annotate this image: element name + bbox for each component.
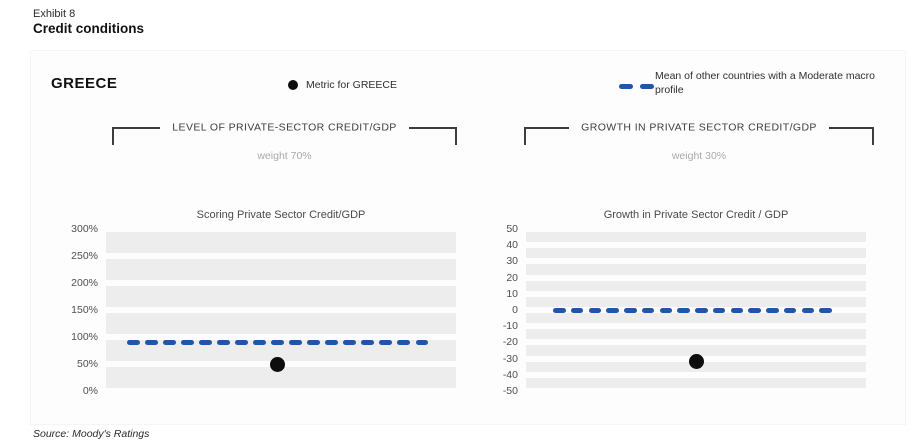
section-weight-level: weight 70% (257, 150, 312, 162)
y-axis-tick-label: 200% (71, 277, 98, 289)
mean-dashed-line-icon (619, 84, 654, 89)
source-note: Source: Moody's Ratings (33, 428, 150, 440)
exhibit-title: Credit conditions (33, 21, 144, 36)
chart-plot-level: 300% 250% 200% 150% 100% 50% 0% (71, 223, 456, 397)
grid-band (526, 313, 866, 324)
mean-dashed-line (553, 307, 832, 313)
grid-band (526, 232, 866, 243)
bracket-end-left (112, 127, 114, 145)
y-axis-tick-label: 0 (512, 304, 518, 316)
grid-band (106, 259, 456, 280)
grid-band (526, 377, 866, 388)
y-axis-tick-label: -10 (502, 320, 518, 333)
y-axis-tick-label: 250% (71, 250, 98, 262)
y-axis-tick-label: -20 (502, 336, 518, 349)
section-bracket-level: LEVEL OF PRIVATE-SECTOR CREDIT/GDP (112, 122, 458, 145)
y-axis-tick-label: 10 (506, 287, 518, 300)
grid-band (526, 329, 866, 340)
section-header-level: LEVEL OF PRIVATE-SECTOR CREDIT/GDP (172, 121, 397, 134)
legend-mean-label: Mean of other countries with a Moderate … (655, 70, 876, 96)
grid-band (526, 296, 866, 307)
bracket-end-right (872, 127, 874, 145)
y-axis-tick-label: -40 (502, 368, 518, 381)
grid-band (526, 345, 866, 356)
mean-dashed-line (127, 339, 428, 345)
greece-metric-dot (270, 356, 285, 372)
greece-metric-dot (688, 354, 704, 370)
y-axis-tick-label: 20 (506, 271, 518, 284)
chart-panel: GREECE Metric for GREECE Mean of other c… (30, 50, 906, 425)
bracket-line (114, 127, 161, 129)
country-label: GREECE (51, 75, 118, 92)
section-bracket-growth: GROWTH IN PRIVATE SECTOR CREDIT/GDP (524, 122, 874, 145)
y-axis-tick-label: 40 (506, 239, 518, 252)
y-axis-tick-label: -30 (502, 352, 518, 365)
bracket-end-right (455, 127, 458, 145)
grid-band (526, 248, 866, 259)
y-axis-tick-label: 0% (82, 385, 98, 397)
grid-band (106, 286, 456, 307)
chart-plot-growth: 50 40 30 20 10 0 -10 -20 -30 -40 -50 (503, 223, 866, 397)
legend-metric-label: Metric for GREECE (306, 79, 398, 91)
grid-band (106, 232, 456, 253)
legend-metric: Metric for GREECE (288, 79, 397, 91)
grid-band (106, 340, 456, 361)
metric-dot-icon (288, 80, 298, 90)
bracket-line (526, 127, 570, 129)
y-axis-tick-label: 50% (76, 358, 98, 370)
bracket-line (408, 127, 456, 129)
grid-band (106, 313, 456, 334)
chart-title-growth: Growth in Private Sector Credit / GDP (603, 209, 789, 221)
y-axis-tick-label: 30 (506, 255, 518, 268)
y-axis-tick-label: 150% (71, 304, 98, 316)
y-axis-tick-label: 100% (71, 331, 98, 343)
bracket-line (828, 127, 872, 129)
exhibit-number: Exhibit 8 (33, 8, 76, 20)
grid-band (526, 264, 866, 275)
y-axis-tick-label: -50 (502, 385, 518, 397)
grid-band (526, 280, 866, 291)
y-axis-tick-label: 50 (506, 223, 518, 235)
grid-band (106, 367, 456, 388)
y-axis-tick-label: 300% (71, 223, 98, 235)
section-header-growth: GROWTH IN PRIVATE SECTOR CREDIT/GDP (581, 121, 817, 134)
bracket-end-left (524, 127, 526, 145)
section-weight-growth: weight 30% (671, 150, 727, 162)
chart-title-level: Scoring Private Sector Credit/GDP (196, 209, 366, 221)
